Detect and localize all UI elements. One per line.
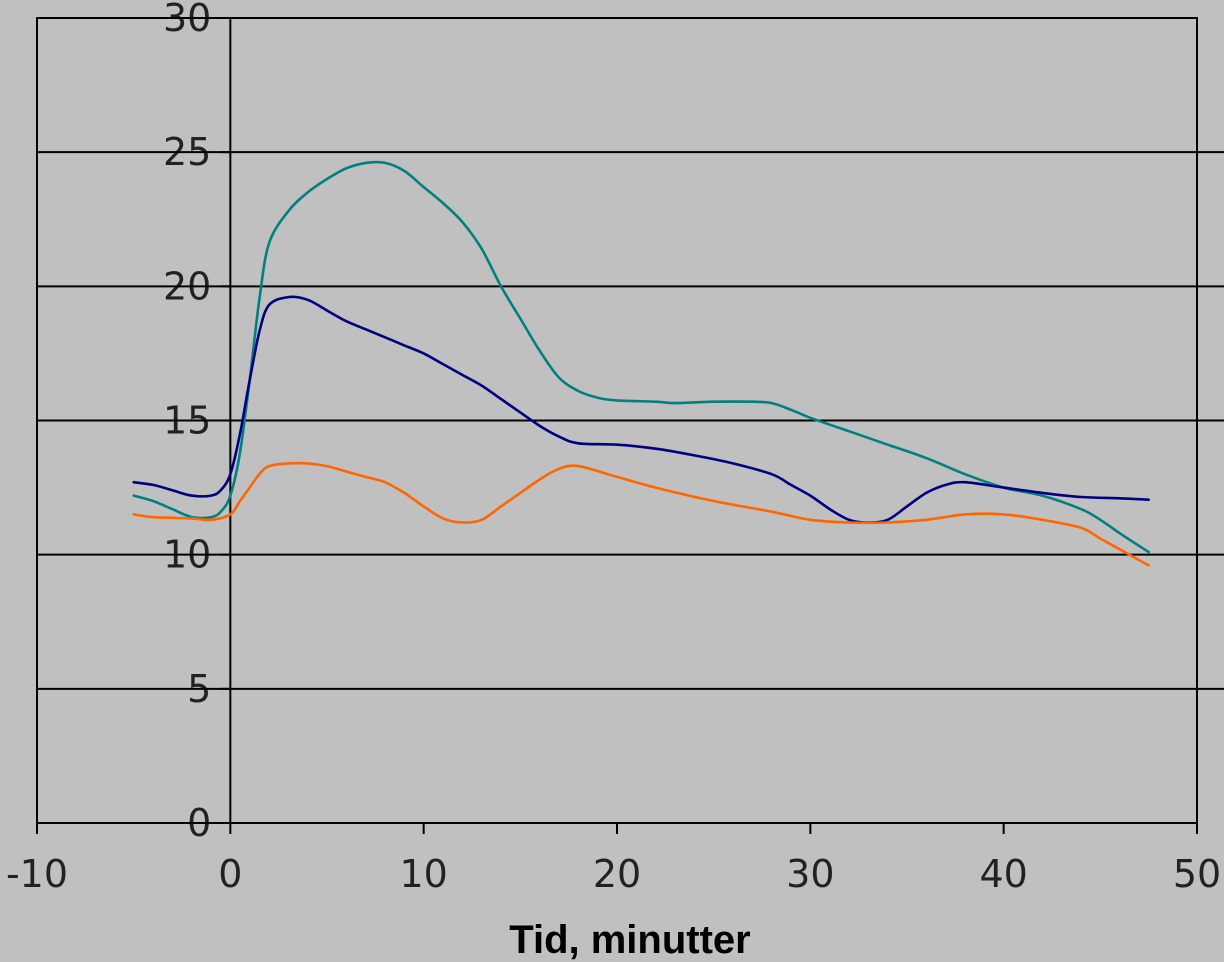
series-line-3 [132,461,1150,567]
x-tick-label-40: 40 [979,852,1027,896]
y-tick-labels: 0 5 10 15 20 25 30 [163,0,211,845]
series-lines [132,160,1150,567]
y-tick-label-25: 25 [163,130,211,174]
x-tick-label-10: 10 [399,852,447,896]
x-tick-label-0: 0 [218,852,242,896]
x-tick-label-50: 50 [1173,852,1221,896]
series-line-1 [132,160,1150,554]
y-tick-label-20: 20 [163,264,211,308]
series-line-2 [132,295,1150,524]
x-tick-label--10: -10 [6,852,68,896]
axes [36,17,1198,834]
y-tick-label-10: 10 [163,533,211,577]
x-tick-labels: -10 0 10 20 30 40 50 [6,852,1221,896]
x-tick-label-30: 30 [786,852,834,896]
y-tick-label-5: 5 [187,667,211,711]
x-tick-label-20: 20 [593,852,641,896]
x-axis-title: Tid, minutter [509,918,750,962]
gridlines [37,151,1224,690]
y-tick-label-15: 15 [163,399,211,443]
y-tick-label-30: 30 [163,0,211,40]
y-tick-label-0: 0 [187,801,211,845]
